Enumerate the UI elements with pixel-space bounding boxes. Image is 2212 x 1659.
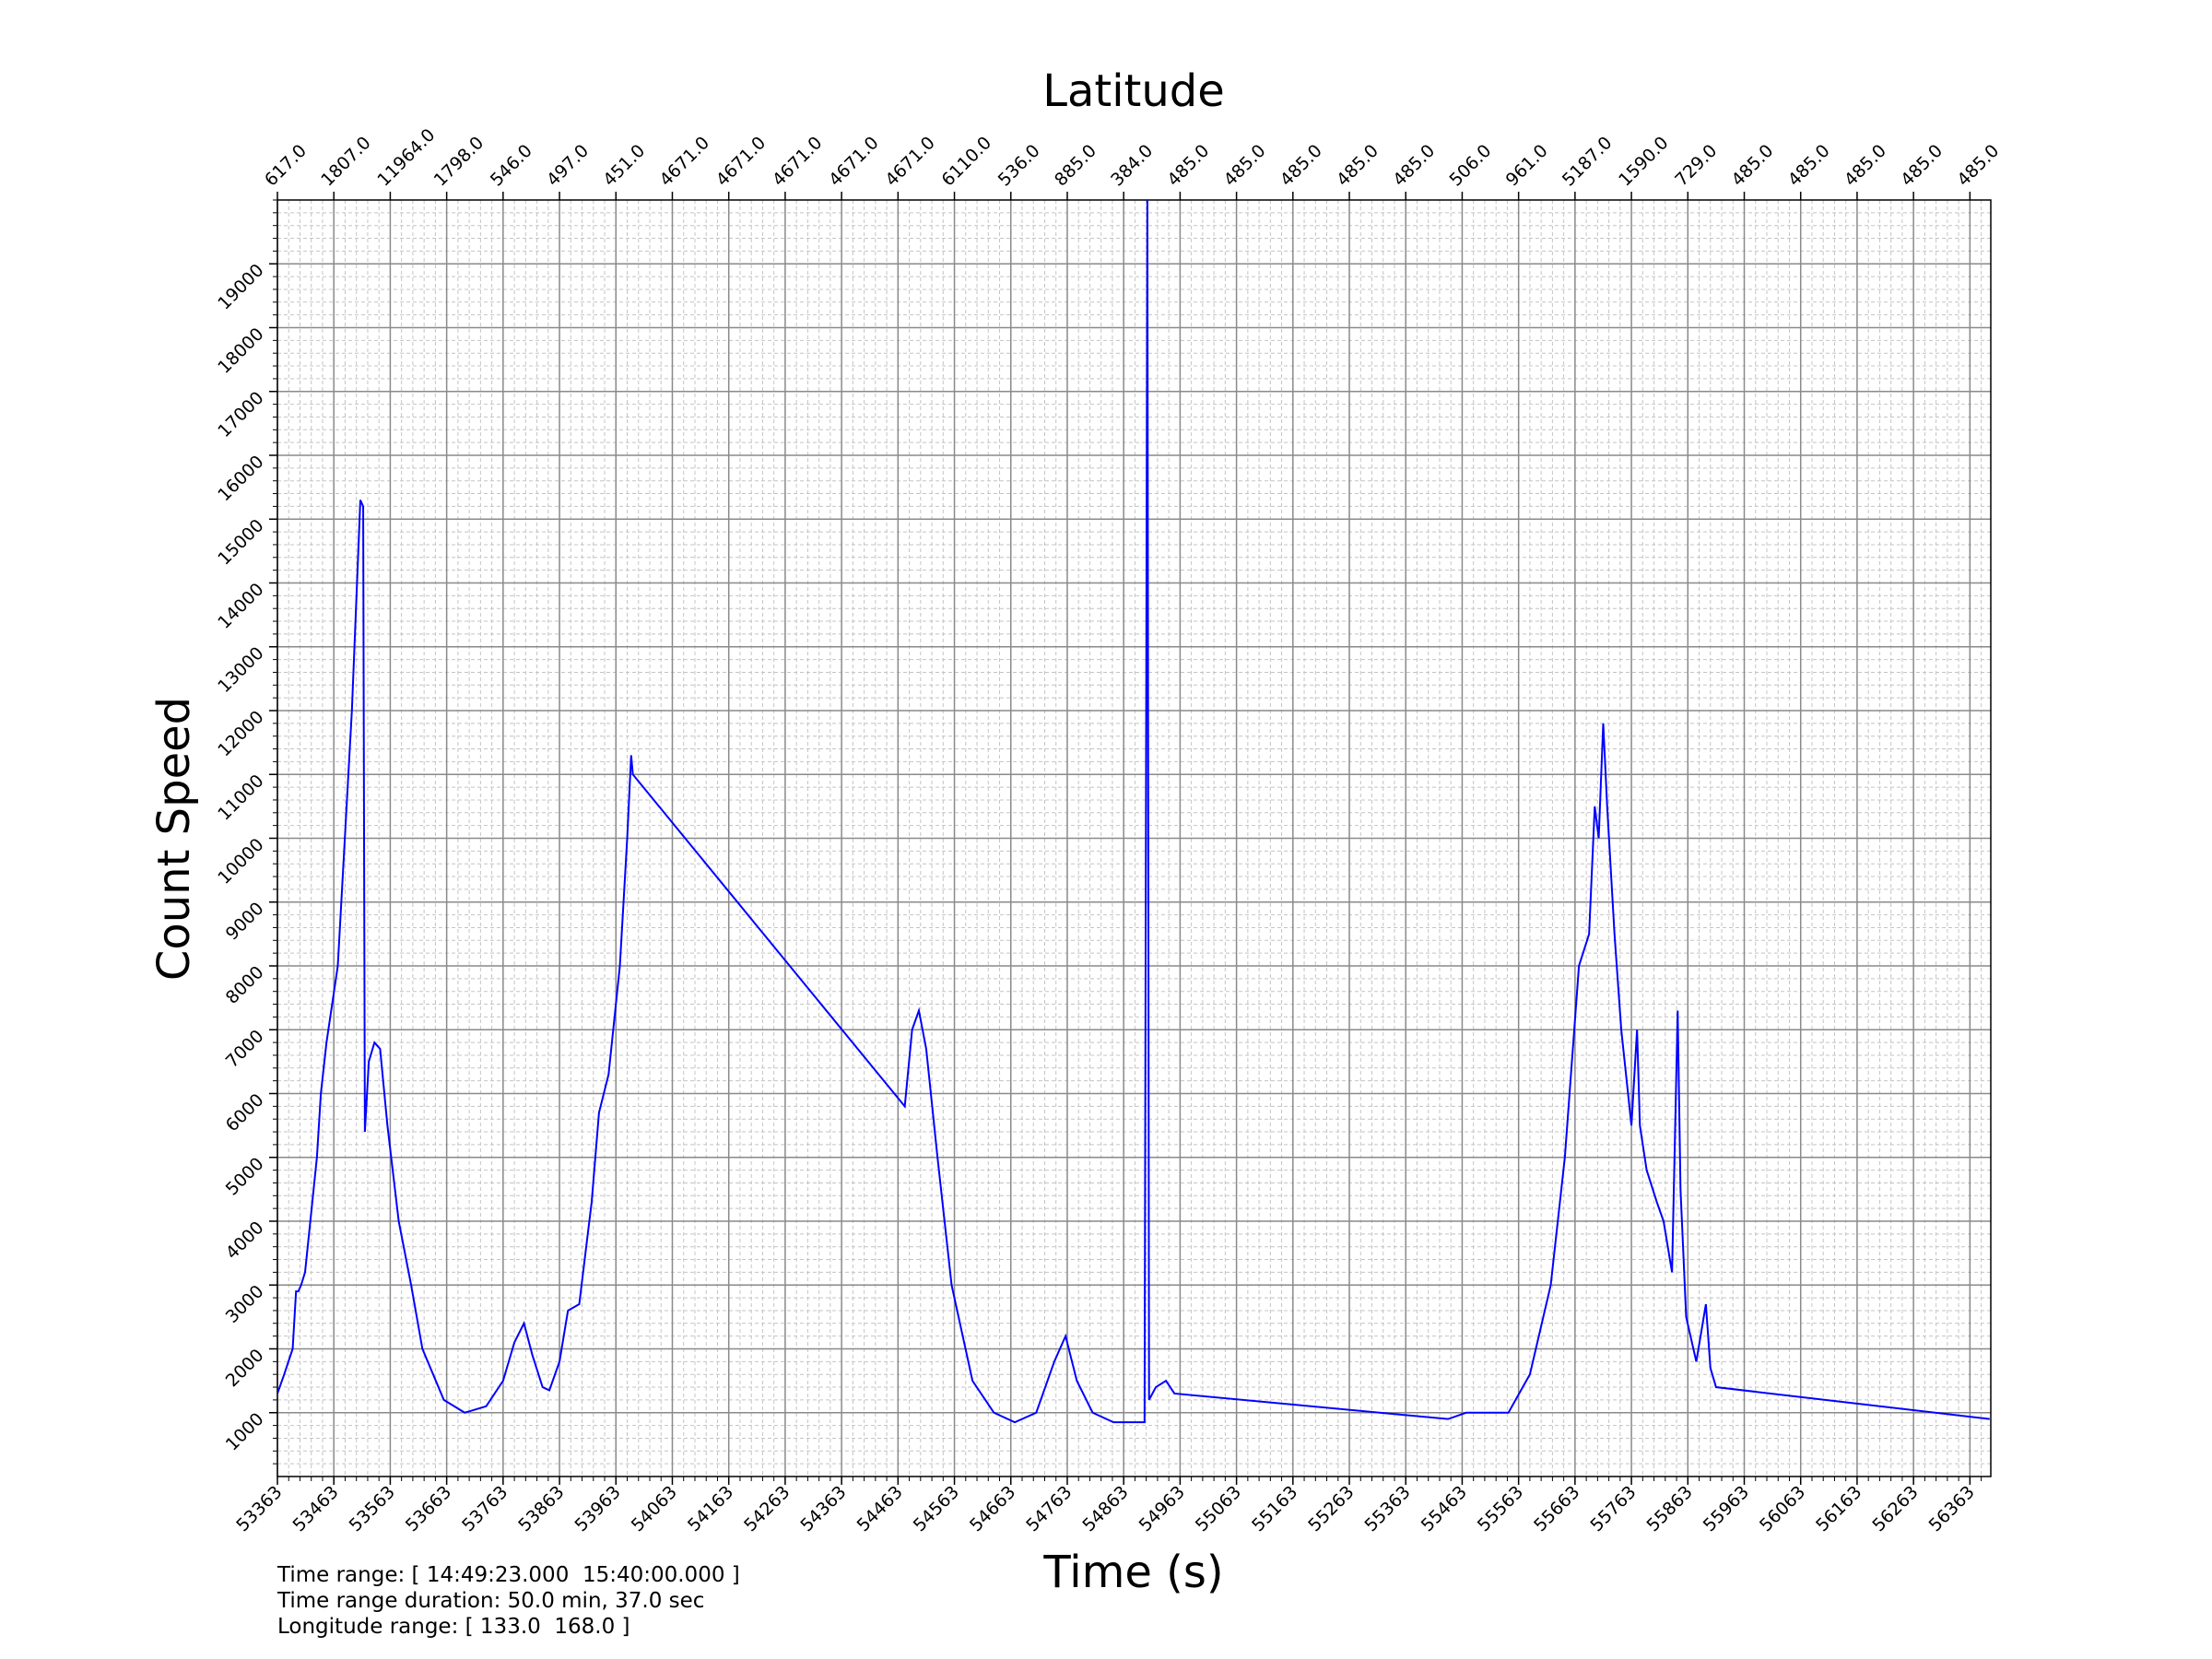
x-tick-label: 54263 xyxy=(740,1482,794,1535)
x2-tick-label: 4671.0 xyxy=(825,133,883,191)
x2-tick-label: 451.0 xyxy=(599,141,649,191)
data-line xyxy=(277,200,1990,1424)
plot-frame xyxy=(276,199,1992,1477)
x2-tick-label: 961.0 xyxy=(1502,141,1552,191)
x-tick-label: 54663 xyxy=(966,1482,1019,1535)
x-tick-label: 53763 xyxy=(458,1482,512,1535)
x-tick-label: 55863 xyxy=(1643,1482,1697,1535)
y-tick-label: 7000 xyxy=(222,1026,268,1072)
y-tick-label: 13000 xyxy=(214,643,267,697)
y-tick-label: 18000 xyxy=(214,324,267,377)
x-tick-label: 56063 xyxy=(1756,1482,1809,1535)
x2-tick-label: 506.0 xyxy=(1445,141,1495,191)
x-tick-label: 55063 xyxy=(1192,1482,1245,1535)
y-tick-label: 8000 xyxy=(222,962,268,1008)
x-tick-label: 55463 xyxy=(1418,1482,1471,1535)
x-tick-label: 53663 xyxy=(402,1482,455,1535)
x-tick-label: 55963 xyxy=(1700,1482,1753,1535)
x2-axis-title: Latitude xyxy=(1042,65,1225,117)
x-tick-label: 54563 xyxy=(910,1482,963,1535)
y-tick-label: 14000 xyxy=(214,579,267,632)
x2-tick-label: 885.0 xyxy=(1051,141,1100,191)
x2-tick-label: 485.0 xyxy=(1220,141,1270,191)
y-tick-label: 12000 xyxy=(214,707,267,760)
x2-tick-label: 729.0 xyxy=(1671,141,1721,191)
x-tick-label: 55763 xyxy=(1586,1482,1640,1535)
x2-tick-label: 4671.0 xyxy=(655,133,713,191)
x-tick-label: 53363 xyxy=(232,1482,286,1535)
x-tick-label: 54863 xyxy=(1078,1482,1132,1535)
x2-tick-label: 384.0 xyxy=(1107,141,1157,191)
y-tick-label: 2000 xyxy=(222,1345,268,1391)
x2-tick-label: 497.0 xyxy=(543,141,593,191)
x-tick-label: 55663 xyxy=(1530,1482,1583,1535)
x-tick-label: 54363 xyxy=(796,1482,850,1535)
x-tick-label: 55363 xyxy=(1360,1482,1414,1535)
x2-tick-label: 485.0 xyxy=(1277,141,1326,191)
x2-tick-label: 485.0 xyxy=(1897,141,1947,191)
y-axis-title: Count Speed xyxy=(148,697,200,981)
x-tick-label: 54163 xyxy=(684,1482,737,1535)
x2-tick-label: 485.0 xyxy=(1389,141,1439,191)
x2-tick-label: 485.0 xyxy=(1727,141,1777,191)
x2-tick-label: 546.0 xyxy=(487,141,536,191)
x-tick-label: 53463 xyxy=(288,1482,342,1535)
x2-tick-label: 485.0 xyxy=(1841,141,1890,191)
y-tick-label: 19000 xyxy=(214,260,267,313)
x2-tick-label: 4671.0 xyxy=(712,133,771,191)
x2-tick-label: 617.0 xyxy=(261,141,311,191)
footer-text: Time range: [ 14:49:23.000 15:40:00.000 … xyxy=(276,1563,740,1587)
x2-tick-label: 536.0 xyxy=(994,141,1044,191)
y-tick-label: 1000 xyxy=(222,1409,268,1455)
y-tick-label: 5000 xyxy=(222,1154,268,1200)
x2-tick-label: 485.0 xyxy=(1953,141,2003,191)
x-tick-label: 55563 xyxy=(1474,1482,1527,1535)
x-tick-label: 54763 xyxy=(1022,1482,1076,1535)
x-tick-label: 56363 xyxy=(1925,1482,1979,1535)
x-tick-label: 53863 xyxy=(514,1482,568,1535)
y-tick-label: 11000 xyxy=(214,771,267,824)
x-tick-label: 54963 xyxy=(1135,1482,1189,1535)
x2-tick-label: 4671.0 xyxy=(881,133,939,191)
y-tick-label: 4000 xyxy=(222,1218,268,1264)
x2-tick-label: 6110.0 xyxy=(938,133,996,191)
x2-tick-label: 1798.0 xyxy=(430,133,488,191)
x2-tick-label: 485.0 xyxy=(1333,141,1382,191)
x-tick-label: 56263 xyxy=(1868,1482,1922,1535)
x-tick-label: 53963 xyxy=(571,1482,625,1535)
x-tick-label: 54463 xyxy=(853,1482,907,1535)
x2-tick-label: 485.0 xyxy=(1163,141,1213,191)
x-axis-title: Time (s) xyxy=(1042,1547,1223,1598)
x2-tick-label: 1590.0 xyxy=(1615,133,1673,191)
x2-tick-label: 1807.0 xyxy=(317,133,375,191)
y-tick-label: 17000 xyxy=(214,388,267,441)
footer-text: Time range duration: 50.0 min, 37.0 sec xyxy=(276,1589,704,1613)
y-tick-label: 15000 xyxy=(214,515,267,569)
y-tick-label: 9000 xyxy=(222,899,268,945)
x2-tick-label: 11964.0 xyxy=(373,124,439,190)
footer-text: Longitude range: [ 133.0 168.0 ] xyxy=(277,1615,630,1639)
x2-tick-label: 485.0 xyxy=(1784,141,1834,191)
x-tick-label: 56163 xyxy=(1812,1482,1865,1535)
x-tick-label: 54063 xyxy=(628,1482,681,1535)
x-tick-label: 55263 xyxy=(1304,1482,1358,1535)
y-tick-label: 10000 xyxy=(214,834,267,888)
x-tick-label: 55163 xyxy=(1248,1482,1301,1535)
x2-tick-label: 4671.0 xyxy=(769,133,827,191)
y-tick-label: 3000 xyxy=(222,1281,268,1327)
x2-tick-label: 5187.0 xyxy=(1559,133,1617,191)
y-tick-label: 6000 xyxy=(222,1089,268,1135)
x-tick-label: 53563 xyxy=(346,1482,399,1535)
y-tick-label: 16000 xyxy=(214,452,267,505)
